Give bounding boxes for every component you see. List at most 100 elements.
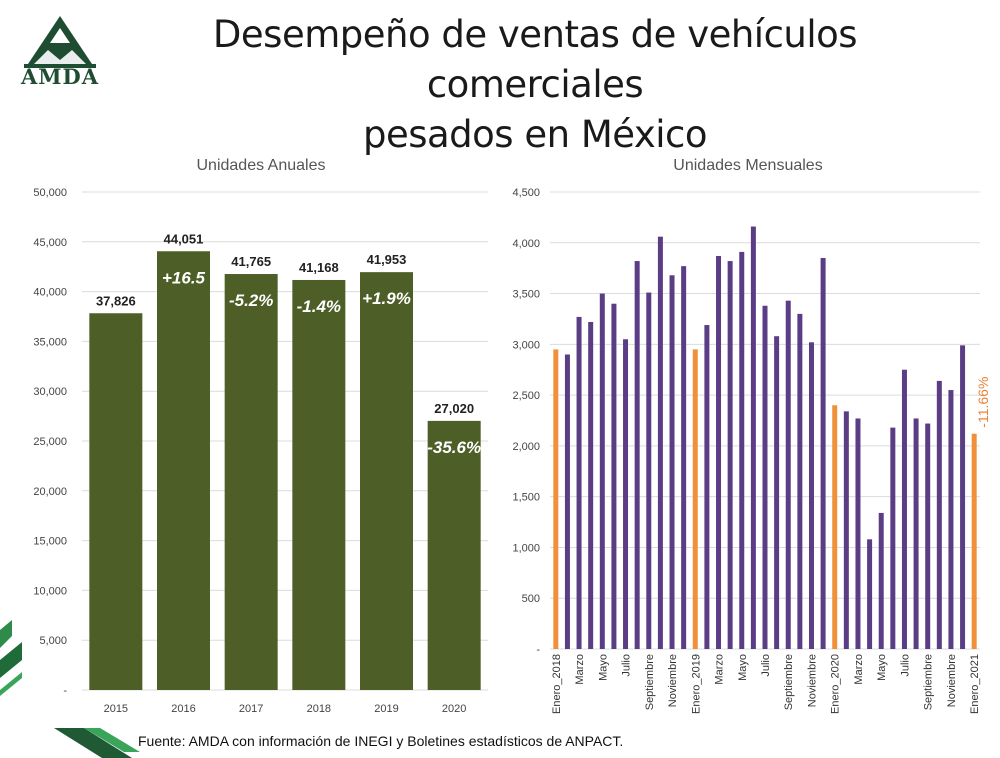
monthly-bar-january: [971, 433, 977, 649]
annual-bar: [224, 274, 278, 690]
monthly-bar: [936, 380, 942, 649]
monthly-x-tick-label: Enero_2019: [690, 654, 702, 714]
monthly-chart: Unidades Mensuales - 500 1,000 1,500 2,000 2,…: [512, 157, 991, 714]
monthly-y-tick-label: 500: [522, 593, 540, 605]
annual-change-label: -1.4%: [297, 297, 341, 316]
annual-y-tick-label: 30,000: [33, 386, 67, 398]
monthly-bar: [948, 390, 954, 649]
monthly-bar: [867, 539, 873, 649]
monthly-x-tick-label: Julio: [899, 654, 911, 677]
annual-y-tick-label: 50,000: [33, 187, 67, 199]
monthly-x-tick-label: Septiembre: [923, 654, 935, 710]
annual-x-tick-label: 2018: [307, 703, 331, 715]
monthly-x-tick-label: Marzo: [714, 654, 726, 685]
monthly-x-tick-label: Enero_2021: [969, 654, 981, 714]
monthly-y-tick-label: -: [536, 644, 540, 656]
monthly-bar: [820, 258, 826, 649]
monthly-bar: [913, 418, 919, 649]
annual-change-label: -5.2%: [229, 291, 273, 310]
annual-y-tick-label: 45,000: [33, 237, 67, 249]
amda-logo-icon: [24, 16, 96, 68]
annual-bar: [89, 313, 143, 690]
monthly-bar: [599, 293, 605, 649]
monthly-bar: [704, 325, 710, 649]
monthly-x-tick-label: Septiembre: [644, 654, 656, 710]
monthly-bar-january: [832, 405, 838, 649]
monthly-x-tick-label: Noviembre: [806, 654, 818, 707]
monthly-bar: [878, 512, 884, 649]
monthly-bar: [925, 423, 931, 649]
monthly-change-annotation: -11.66%: [975, 377, 991, 428]
annual-bar: [360, 272, 413, 690]
monthly-bar: [785, 300, 791, 649]
monthly-x-tick-label: Mayo: [597, 654, 609, 681]
annual-chart-title: Unidades Anuales: [197, 157, 326, 174]
monthly-bar: [727, 261, 733, 649]
annual-y-tick-label: 10,000: [33, 585, 67, 597]
annual-y-tick-label: 15,000: [33, 536, 67, 548]
decorative-stripes-icon: [0, 620, 140, 758]
monthly-y-tick-label: 3,500: [512, 289, 540, 301]
annual-value-label: 27,020: [434, 401, 474, 416]
annual-chart: Unidades Anuales - 5,000 10,000 15,000 20,00…: [33, 157, 488, 715]
annual-x-tick-label: 2015: [104, 703, 128, 715]
title-line-2: pesados en México: [362, 113, 708, 156]
monthly-bar: [739, 251, 745, 649]
monthly-y-tick-label: 1,000: [512, 542, 540, 554]
monthly-bar: [960, 345, 966, 649]
monthly-bar: [576, 316, 582, 649]
monthly-y-tick-label: 4,000: [512, 238, 540, 250]
monthly-bar: [564, 354, 570, 649]
annual-x-tick-label: 2017: [239, 703, 263, 715]
monthly-bar: [808, 342, 814, 649]
monthly-bar: [623, 339, 629, 649]
annual-y-tick-label: -: [63, 685, 67, 697]
monthly-x-tick-label: Septiembre: [783, 654, 795, 710]
annual-value-label: 37,826: [96, 293, 136, 308]
monthly-bar: [611, 303, 617, 649]
annual-y-tick-label: 5,000: [39, 635, 67, 647]
monthly-x-tick-label: Noviembre: [667, 654, 679, 707]
annual-change-label: +1.9%: [362, 289, 411, 308]
annual-bar: [157, 251, 210, 690]
annual-change-label: -35.6%: [427, 438, 481, 457]
monthly-y-tick-label: 2,000: [512, 441, 540, 453]
monthly-x-tick-label: Enero_2020: [830, 654, 842, 714]
monthly-bar: [797, 313, 803, 649]
source-note: Fuente: AMDA con información de INEGI y …: [138, 733, 624, 749]
monthly-bar: [669, 275, 675, 649]
annual-x-tick-label: 2019: [374, 703, 398, 715]
monthly-bar-january: [692, 349, 698, 649]
annual-value-label: 41,765: [231, 254, 271, 269]
title-line-1: Desempeño de ventas de vehículos comerci…: [212, 13, 858, 106]
page-title: Desempeño de ventas de vehículos comerci…: [110, 10, 960, 160]
annual-bar: [427, 420, 481, 690]
monthly-bar: [843, 411, 849, 649]
annual-change-label: +16.5: [162, 268, 206, 287]
monthly-bar: [762, 305, 768, 649]
annual-y-tick-label: 25,000: [33, 436, 67, 448]
monthly-bar: [855, 418, 861, 649]
annual-bar: [292, 279, 346, 690]
annual-value-label: 41,953: [367, 252, 407, 267]
monthly-bar: [634, 261, 640, 649]
monthly-chart-title: Unidades Mensuales: [673, 157, 822, 174]
monthly-x-tick-label: Julio: [621, 654, 633, 677]
monthly-bar: [681, 266, 687, 649]
monthly-y-tick-label: 4,500: [512, 187, 540, 199]
monthly-x-tick-label: Marzo: [574, 654, 586, 685]
monthly-bar: [750, 226, 756, 650]
monthly-bar: [646, 292, 652, 649]
monthly-bar: [716, 255, 722, 650]
monthly-x-tick-label: Marzo: [853, 654, 865, 685]
annual-value-label: 44,051: [164, 231, 204, 246]
monthly-x-tick-label: Mayo: [737, 654, 749, 681]
monthly-y-tick-label: 2,500: [512, 390, 540, 402]
monthly-bar: [588, 321, 594, 649]
monthly-bar: [774, 336, 780, 649]
annual-x-tick-label: 2016: [171, 703, 195, 715]
monthly-y-tick-label: 3,000: [512, 339, 540, 351]
monthly-x-tick-label: Noviembre: [946, 654, 958, 707]
monthly-x-tick-label: Enero_2018: [551, 654, 563, 714]
